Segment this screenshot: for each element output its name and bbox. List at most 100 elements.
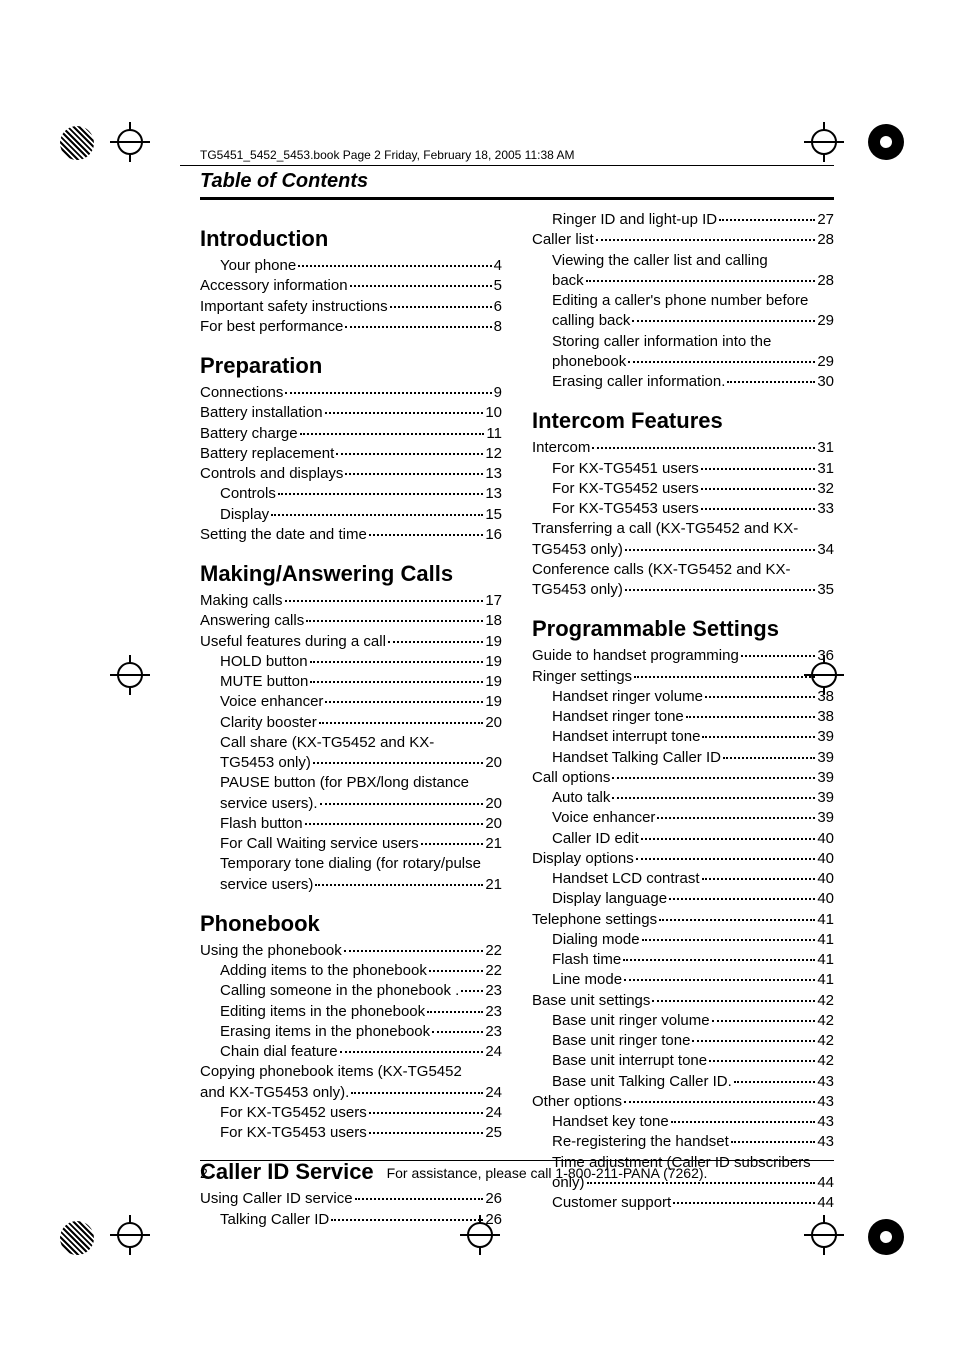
toc-page: 41 bbox=[817, 930, 834, 950]
toc-label: Intercom bbox=[532, 438, 590, 458]
toc-entry: Battery installation 10 bbox=[200, 403, 502, 423]
toc-label: Caller list bbox=[532, 230, 594, 250]
toc-leader-dots bbox=[741, 655, 816, 657]
toc-entry: Connections 9 bbox=[200, 383, 502, 403]
toc-label: Voice enhancer bbox=[220, 692, 323, 712]
toc-leader-dots bbox=[586, 280, 816, 282]
toc-entry: Flash time 41 bbox=[532, 950, 834, 970]
page: TG5451_5452_5453.book Page 2 Friday, Feb… bbox=[0, 0, 954, 1351]
toc-entry: Guide to handset programming 36 bbox=[532, 646, 834, 666]
toc-page: 29 bbox=[817, 311, 834, 331]
toc-leader-dots bbox=[632, 320, 815, 322]
page-footer: 2 For assistance, please call 1-800-211-… bbox=[200, 1160, 834, 1181]
toc-label: Handset ringer tone bbox=[552, 707, 684, 727]
toc-entry: Answering calls 18 bbox=[200, 611, 502, 631]
toc-entry: Base unit ringer tone 42 bbox=[532, 1031, 834, 1051]
registration-mark-mid-left bbox=[110, 655, 150, 695]
toc-chapter: Introduction bbox=[200, 226, 502, 252]
toc-leader-dots bbox=[344, 950, 484, 952]
toc-right-column: Ringer ID and light-up ID 27Caller list … bbox=[532, 210, 834, 1230]
toc-leader-dots bbox=[315, 884, 483, 886]
toc-entry: For KX-TG5451 users 31 bbox=[532, 459, 834, 479]
toc-entry: Calling someone in the phonebook . 23 bbox=[200, 981, 502, 1001]
toc-leader-dots bbox=[300, 433, 485, 435]
toc-label: Erasing items in the phonebook bbox=[220, 1022, 430, 1042]
toc-leader-dots bbox=[310, 681, 483, 683]
toc-page: 42 bbox=[817, 1031, 834, 1051]
registration-mark-top-left bbox=[110, 122, 150, 162]
toc-leader-dots bbox=[657, 817, 815, 819]
toc-leader-dots bbox=[727, 381, 815, 383]
toc-leader-dots bbox=[369, 1112, 484, 1114]
toc-entry: Call options 39 bbox=[532, 768, 834, 788]
toc-leader-dots bbox=[701, 508, 816, 510]
toc-leader-dots bbox=[673, 1202, 815, 1204]
toc-label: Flash time bbox=[552, 950, 621, 970]
toc-label: phonebook bbox=[552, 352, 626, 372]
toc-leader-dots bbox=[641, 838, 816, 840]
toc-wrap-line: Call share (KX-TG5452 and KX- bbox=[200, 733, 502, 753]
toc-page: 42 bbox=[817, 991, 834, 1011]
toc-label: Base unit Talking Caller ID. bbox=[552, 1072, 732, 1092]
toc-leader-dots bbox=[313, 762, 483, 764]
registration-mark-bottom-center bbox=[460, 1215, 500, 1255]
toc-label: Important safety instructions bbox=[200, 297, 388, 317]
toc-leader-dots bbox=[628, 361, 815, 363]
toc-leader-dots bbox=[355, 1198, 484, 1200]
assistance-text: For assistance, please call 1-800-211-PA… bbox=[260, 1165, 834, 1181]
toc-entry: TG5453 only) 20 bbox=[200, 753, 502, 773]
toc-leader-dots bbox=[271, 514, 483, 516]
toc-entry: Display options 40 bbox=[532, 849, 834, 869]
toc-page: 19 bbox=[485, 652, 502, 672]
toc-leader-dots bbox=[671, 1121, 816, 1123]
toc-leader-dots bbox=[701, 468, 816, 470]
toc-entry: Flash button 20 bbox=[200, 814, 502, 834]
toc-page: 35 bbox=[817, 580, 834, 600]
toc-entry: Handset interrupt tone 39 bbox=[532, 727, 834, 747]
toc-label: Answering calls bbox=[200, 611, 304, 631]
toc-leader-dots bbox=[427, 1011, 483, 1013]
toc-page: 13 bbox=[485, 484, 502, 504]
toc-chapter: Making/Answering Calls bbox=[200, 561, 502, 587]
toc-label: Display language bbox=[552, 889, 667, 909]
toc-entry: Handset key tone 43 bbox=[532, 1112, 834, 1132]
toc-page: 9 bbox=[494, 383, 502, 403]
toc-entry: Useful features during a call 19 bbox=[200, 632, 502, 652]
toc-entry: Re-registering the handset 43 bbox=[532, 1132, 834, 1152]
toc-leader-dots bbox=[624, 979, 815, 981]
toc-page: 39 bbox=[817, 727, 834, 747]
toc-leader-dots bbox=[731, 1141, 816, 1143]
toc-entry: Talking Caller ID 26 bbox=[200, 1210, 502, 1230]
toc-entry: Erasing items in the phonebook 23 bbox=[200, 1022, 502, 1042]
toc-page: 28 bbox=[817, 271, 834, 291]
toc-leader-dots bbox=[723, 757, 815, 759]
toc-entry: Display language 40 bbox=[532, 889, 834, 909]
registration-mark-top-right bbox=[804, 122, 844, 162]
toc-page: 43 bbox=[817, 1132, 834, 1152]
toc-entry: Caller list 28 bbox=[532, 230, 834, 250]
toc-entry: Making calls 17 bbox=[200, 591, 502, 611]
toc-leader-dots bbox=[719, 219, 815, 221]
toc-label: For KX-TG5453 users bbox=[220, 1123, 367, 1143]
toc-leader-dots bbox=[331, 1219, 483, 1221]
toc-page: 19 bbox=[485, 632, 502, 652]
toc-label: TG5453 only) bbox=[532, 540, 623, 560]
toc-leader-dots bbox=[734, 1081, 816, 1083]
toc-label: TG5453 only) bbox=[532, 580, 623, 600]
toc-page: 40 bbox=[817, 869, 834, 889]
toc-page: 43 bbox=[817, 1092, 834, 1112]
toc-label: Handset key tone bbox=[552, 1112, 669, 1132]
toc-page: 40 bbox=[817, 889, 834, 909]
toc-leader-dots bbox=[350, 285, 492, 287]
toc-leader-dots bbox=[587, 1182, 816, 1184]
toc-label: Base unit settings bbox=[532, 991, 650, 1011]
toc-entry: For KX-TG5452 users 24 bbox=[200, 1103, 502, 1123]
toc-leader-dots bbox=[369, 534, 484, 536]
toc-label: Erasing caller information. bbox=[552, 372, 725, 392]
toc-label: Using the phonebook bbox=[200, 941, 342, 961]
toc-page: 39 bbox=[817, 788, 834, 808]
toc-label: Calling someone in the phonebook . bbox=[220, 981, 459, 1001]
toc-label: Connections bbox=[200, 383, 283, 403]
toc-page: 5 bbox=[494, 276, 502, 296]
toc-leader-dots bbox=[305, 823, 484, 825]
